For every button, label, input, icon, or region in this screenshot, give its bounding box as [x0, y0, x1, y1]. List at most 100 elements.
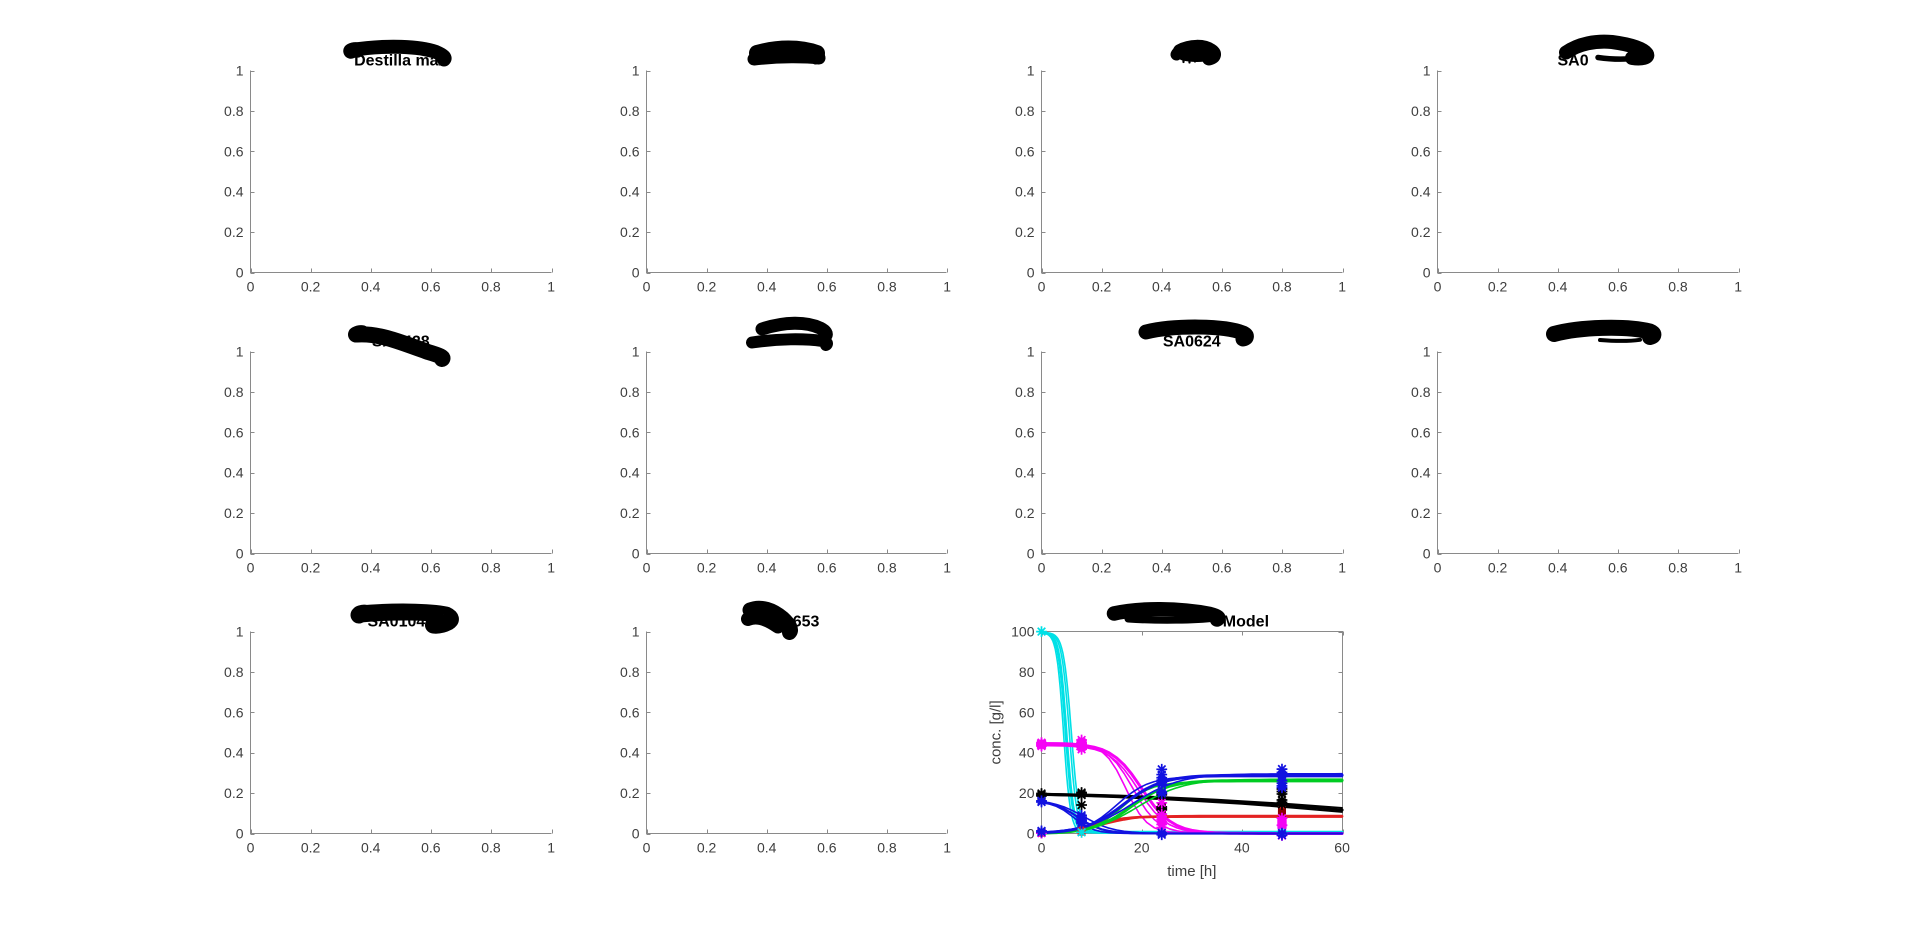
star-marker — [1076, 818, 1087, 829]
y-tick-label: 0 — [632, 826, 640, 842]
subplot-batch_model: 0 20 40 60 0 20 40 60 80 100 Model time [h] conc. [g… — [988, 602, 1350, 880]
x-tick-label: 1 — [943, 840, 951, 856]
fit-curve-blue-rising-fit-3 — [1040, 772, 1343, 833]
y-tick-label: 1 — [1423, 344, 1431, 360]
x-tick-label: 0.8 — [1668, 279, 1688, 295]
y-tick-label: 0.6 — [620, 704, 640, 720]
axes-spines — [250, 631, 552, 834]
y-tick-label: 0.2 — [224, 505, 244, 521]
x-tick-label: 0.4 — [757, 279, 777, 295]
y-tick-label: 0.8 — [224, 384, 244, 400]
subplot-axes-2: 0 0.2 0.4 0.6 0.8 1 0 0.2 0.4 0.6 0.8 1 — [1015, 39, 1346, 295]
x-tick-label: 0.8 — [1272, 560, 1292, 576]
x-tick-label: 0.8 — [877, 279, 897, 295]
y-tick-label: 1 — [1423, 63, 1431, 79]
x-tick-label: 0.2 — [1488, 560, 1508, 576]
model-fit-curves — [1040, 631, 1344, 835]
square-marker — [1277, 808, 1286, 817]
redaction-scribble — [1598, 337, 1642, 343]
star-marker — [1036, 740, 1047, 752]
x-tick-label: 0 — [1038, 560, 1046, 576]
x-tick-label: 0.8 — [481, 279, 501, 295]
redaction-scribble — [742, 600, 798, 640]
x-tick-label: 0 — [1038, 840, 1046, 856]
star-marker — [1276, 788, 1288, 800]
x-tick-label: 1 — [943, 279, 951, 295]
redaction-scribble — [348, 325, 370, 343]
axes-spines — [646, 351, 947, 554]
star-marker — [1076, 789, 1087, 801]
x-tick-label: 0.8 — [877, 840, 897, 856]
x-tick-label: 1 — [547, 840, 555, 856]
redaction-scribble — [746, 333, 833, 351]
x-tick-label: 0.2 — [1092, 279, 1112, 295]
star-marker — [1276, 782, 1288, 794]
x-tick-label: 0.4 — [757, 840, 777, 856]
y-tick-label: 60 — [1019, 704, 1035, 720]
x-tick-label: 1 — [1734, 279, 1742, 295]
redaction-scribble — [350, 604, 374, 624]
y-tick-label: 0.4 — [620, 465, 640, 481]
y-tick-label: 0.8 — [1411, 384, 1431, 400]
redaction-scribble — [1170, 44, 1187, 61]
subplot-title: 653 — [793, 613, 820, 630]
y-tick-label: 0.8 — [620, 103, 640, 119]
x-tick-label: 0.2 — [1092, 560, 1112, 576]
y-axis-label: conc. [g/l] — [988, 700, 1005, 764]
x-tick-label: 0.6 — [421, 840, 441, 856]
axes-spines — [646, 631, 947, 834]
x-tick-label: 1 — [1734, 560, 1742, 576]
y-tick-label: 0.4 — [224, 465, 244, 481]
x-tick-label: 0 — [1434, 560, 1442, 576]
x-tick-label: 0.2 — [1488, 279, 1508, 295]
star-marker — [1036, 826, 1047, 838]
star-marker — [1076, 826, 1087, 838]
y-tick-label: 0.4 — [1411, 184, 1431, 200]
y-tick-label: 0.6 — [1411, 424, 1431, 440]
x-tick-label: 1 — [547, 560, 555, 576]
subplot-title: SA0624 — [1163, 333, 1221, 350]
axes-ticks — [1437, 352, 1740, 555]
x-tick-label: 0 — [247, 840, 255, 856]
y-tick-label: 20 — [1019, 785, 1035, 801]
fit-curve-black-fit-3 — [1040, 794, 1343, 813]
x-tick-label: 0.2 — [301, 560, 321, 576]
x-tick-label: 1 — [547, 279, 555, 295]
y-tick-label: 0.4 — [620, 184, 640, 200]
x-tick-label: 0.4 — [361, 840, 381, 856]
x-tick-label: 0.2 — [301, 279, 321, 295]
x-tick-label: 0.4 — [757, 560, 777, 576]
x-tick-label: 0.6 — [421, 560, 441, 576]
y-tick-label: 0.8 — [1015, 103, 1035, 119]
y-tick-label: 0 — [632, 546, 640, 562]
fit-curve-black-fit-1 — [1040, 792, 1344, 812]
fit-curve-green-fit-3 — [1040, 778, 1343, 834]
measurement-markers — [1036, 626, 1288, 841]
star-marker — [1276, 819, 1288, 831]
x-tick-label: 0.8 — [481, 560, 501, 576]
subplot-title: Destilla max — [354, 52, 447, 69]
y-tick-label: 0.2 — [1411, 505, 1431, 521]
x-tick-label: 0.6 — [421, 279, 441, 295]
subplot-axes-7: 0 0.2 0.4 0.6 0.8 1 0 0.2 0.4 0.6 0.8 1 — [1411, 319, 1742, 576]
redaction-scribble — [755, 316, 833, 343]
x-tick-label: 0.6 — [1212, 560, 1232, 576]
y-tick-label: 0.8 — [224, 103, 244, 119]
redaction-scribble — [1595, 54, 1641, 62]
x-tick-label: 0.6 — [817, 840, 837, 856]
x-tick-label: 0 — [643, 840, 651, 856]
x-axis-label: time [h] — [1167, 863, 1216, 880]
y-tick-label: 1 — [236, 624, 244, 640]
x-tick-label: 0.6 — [1608, 279, 1628, 295]
y-tick-label: 80 — [1019, 664, 1035, 680]
subplot-axes-9: 0 0.2 0.4 0.6 0.8 1 0 0.2 0.4 0.6 0.8 1 653 — [620, 600, 951, 856]
x-tick-label: 0 — [1434, 279, 1442, 295]
y-tick-label: 1 — [632, 63, 640, 79]
y-tick-label: 1 — [1027, 63, 1035, 79]
x-tick-label: 0.8 — [877, 560, 897, 576]
x-tick-label: 0.6 — [1212, 279, 1232, 295]
redaction-scribble — [811, 49, 826, 65]
